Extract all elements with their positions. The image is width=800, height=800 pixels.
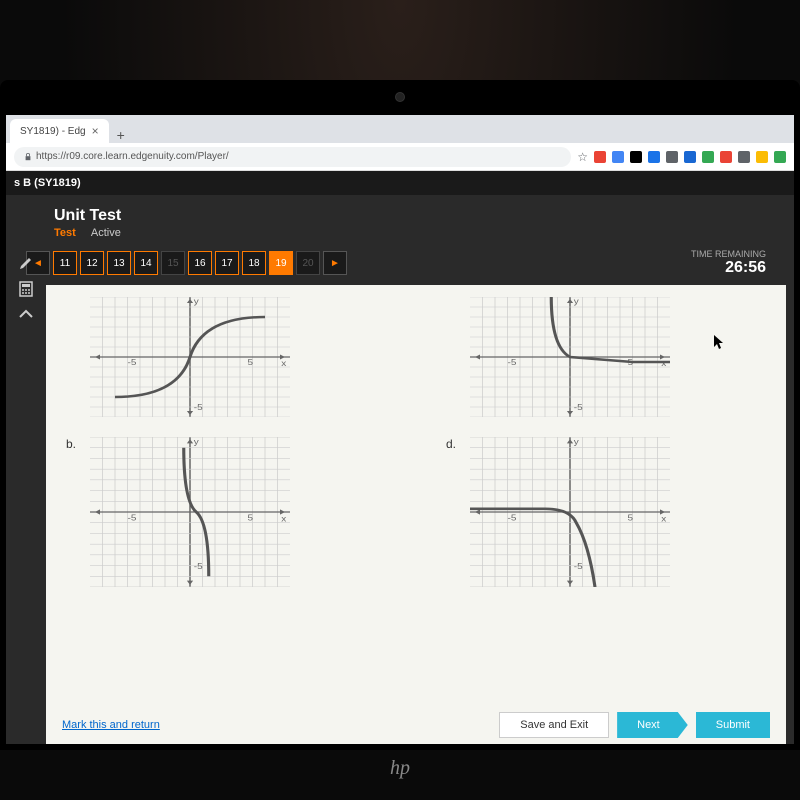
graph-bottom-left: -5 5 x y -5 — [90, 437, 290, 587]
svg-text:y: y — [574, 297, 580, 306]
option-label-b: b. — [66, 437, 82, 587]
test-subtitle: Test Active — [54, 227, 746, 239]
webcam — [395, 92, 405, 102]
extension-icon[interactable] — [630, 151, 642, 163]
timer-label: TIME REMAINING — [691, 249, 766, 259]
svg-text:y: y — [194, 437, 199, 446]
extension-icon[interactable] — [648, 151, 660, 163]
app-body: Unit Test Test Active ◄ 1112131415161718… — [6, 195, 794, 744]
star-icon[interactable]: ☆ — [577, 150, 588, 164]
question-nav-18[interactable]: 18 — [242, 251, 266, 275]
save-exit-button[interactable]: Save and Exit — [499, 712, 609, 738]
extension-icon[interactable] — [720, 151, 732, 163]
extension-icon[interactable] — [684, 151, 696, 163]
browser-tab[interactable]: SY1819) - Edg × — [10, 119, 109, 143]
new-tab-button[interactable]: + — [109, 127, 133, 143]
svg-text:5: 5 — [248, 358, 254, 367]
timer-value: 26:56 — [691, 259, 766, 277]
nav-next-button[interactable]: ► — [323, 251, 347, 275]
extension-icon[interactable] — [702, 151, 714, 163]
test-label: Test — [54, 227, 76, 239]
svg-text:-5: -5 — [574, 561, 583, 570]
svg-text:x: x — [661, 514, 666, 523]
footer-buttons: Save and Exit Next Submit — [499, 712, 770, 738]
close-tab-icon[interactable]: × — [92, 124, 99, 138]
mark-return-link[interactable]: Mark this and return — [62, 719, 160, 731]
next-button[interactable]: Next — [617, 712, 688, 738]
extension-icon[interactable] — [756, 151, 768, 163]
svg-text:-5: -5 — [508, 358, 517, 367]
extension-icon[interactable] — [774, 151, 786, 163]
option-label — [66, 297, 82, 417]
extension-icon[interactable] — [738, 151, 750, 163]
lock-icon — [24, 153, 32, 161]
question-nav-11[interactable]: 11 — [53, 251, 77, 275]
question-nav-20: 20 — [296, 251, 320, 275]
svg-text:y: y — [574, 437, 579, 446]
nav-row: ◄ 11121314151617181920 ► TIME REMAINING … — [14, 243, 786, 285]
svg-text:-5: -5 — [574, 403, 583, 412]
graph-option-a[interactable]: -5 5 x y -5 — [66, 297, 386, 417]
question-nav-12[interactable]: 12 — [80, 251, 104, 275]
svg-text:y: y — [194, 297, 200, 306]
graph-top-right: -55xy-5 — [470, 297, 670, 417]
browser-toolbar: https://r09.core.learn.edgenuity.com/Pla… — [6, 143, 794, 171]
extension-icon[interactable] — [594, 151, 606, 163]
svg-text:5: 5 — [628, 513, 634, 522]
timer: TIME REMAINING 26:56 — [691, 249, 786, 277]
svg-text:x: x — [281, 514, 286, 523]
url-text: https://r09.core.learn.edgenuity.com/Pla… — [36, 151, 229, 162]
submit-button[interactable]: Submit — [696, 712, 770, 738]
svg-text:x: x — [281, 359, 287, 368]
graph-option-b[interactable]: b. -5 5 x y -5 — [66, 437, 386, 587]
graphs-grid: -5 5 x y -5 -5 5 x y -5 — [66, 297, 766, 587]
question-content: -5 5 x y -5 -5 5 x y -5 — [46, 285, 786, 702]
graph-top-left: -5 5 x y -5 — [90, 297, 290, 417]
mouse-cursor — [714, 335, 726, 351]
extension-icon[interactable] — [612, 151, 624, 163]
collapse-icon[interactable] — [18, 307, 34, 323]
calculator-icon[interactable] — [18, 281, 34, 297]
question-nav: ◄ 11121314151617181920 ► — [26, 251, 687, 275]
graph-bottom-right: -5 5 x y -5 — [470, 437, 670, 587]
content-footer: Mark this and return Save and Exit Next … — [46, 702, 786, 744]
course-title: s B (SY1819) — [14, 177, 81, 189]
option-label — [446, 297, 462, 417]
screen-bezel: SY1819) - Edg × + https://r09.core.learn… — [0, 80, 800, 750]
hp-logo: hp — [390, 757, 410, 780]
option-label-d: d. — [446, 437, 462, 587]
active-label: Active — [91, 227, 121, 239]
pencil-icon[interactable] — [18, 255, 34, 271]
extension-icon[interactable] — [666, 151, 678, 163]
question-nav-14[interactable]: 14 — [134, 251, 158, 275]
graph-option-c[interactable]: -55xy-5 — [446, 297, 766, 417]
question-nav-16[interactable]: 16 — [188, 251, 212, 275]
svg-text:x: x — [661, 359, 667, 368]
question-nav-13[interactable]: 13 — [107, 251, 131, 275]
graph-option-d[interactable]: d. -5 5 x y -5 — [446, 437, 766, 587]
test-title: Unit Test — [54, 207, 746, 225]
screen: SY1819) - Edg × + https://r09.core.learn… — [6, 115, 794, 744]
svg-text:5: 5 — [248, 513, 254, 522]
browser-tab-strip: SY1819) - Edg × + — [6, 115, 794, 143]
question-nav-19[interactable]: 19 — [269, 251, 293, 275]
address-bar[interactable]: https://r09.core.learn.edgenuity.com/Pla… — [14, 147, 571, 167]
svg-text:-5: -5 — [127, 513, 136, 522]
question-nav-17[interactable]: 17 — [215, 251, 239, 275]
course-header: s B (SY1819) — [6, 171, 794, 195]
svg-text:-5: -5 — [194, 403, 203, 412]
question-nav-15: 15 — [161, 251, 185, 275]
svg-text:-5: -5 — [128, 358, 137, 367]
svg-text:-5: -5 — [194, 561, 203, 570]
tab-title: SY1819) - Edg — [20, 126, 86, 137]
test-header: Unit Test Test Active — [14, 203, 786, 243]
tool-sidebar — [12, 255, 40, 323]
svg-text:-5: -5 — [508, 513, 517, 522]
extension-icons — [594, 151, 786, 163]
